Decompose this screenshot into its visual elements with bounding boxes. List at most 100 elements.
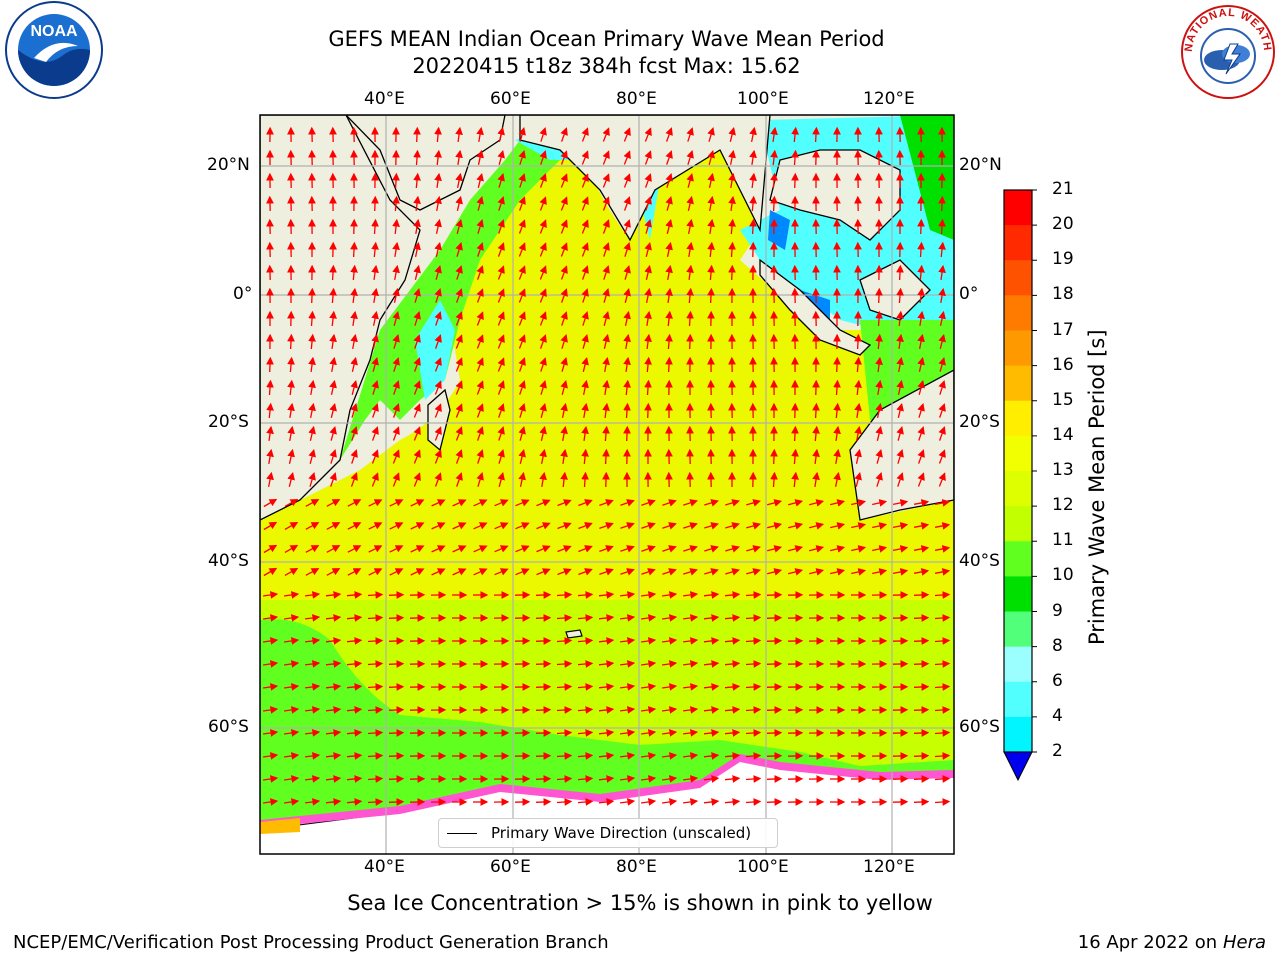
wave-arrow (875, 287, 883, 304)
wave-arrow (686, 127, 694, 142)
wave-arrow (371, 195, 379, 212)
wave-arrow (350, 403, 358, 418)
wave-arrow (875, 310, 883, 327)
wave-arrow (896, 426, 904, 441)
wave-arrow (413, 172, 421, 189)
wave-arrow (518, 265, 526, 280)
wave-arrow (913, 660, 930, 668)
wave-arrow (434, 265, 442, 280)
wave-arrow (581, 334, 589, 349)
wave-arrow (686, 150, 694, 165)
wave-arrow (854, 333, 862, 350)
wave-arrow (476, 172, 484, 188)
wave-arrow (305, 706, 321, 714)
wave-arrow (623, 127, 631, 142)
wave-arrow (683, 752, 699, 760)
wave-arrow (308, 472, 316, 487)
wave-arrow (686, 241, 694, 258)
wave-arrow (707, 149, 715, 165)
wave-arrow (662, 775, 678, 783)
wave-arrow (392, 310, 400, 326)
wave-arrow (287, 471, 295, 487)
wave-arrow (854, 379, 862, 395)
wave-arrow (577, 591, 594, 599)
wave-arrow (683, 499, 698, 507)
wave-arrow (913, 522, 930, 530)
wave-arrow (476, 357, 484, 372)
wave-arrow (913, 591, 930, 599)
wave-arrow (833, 448, 841, 465)
wave-arrow (367, 637, 384, 645)
wave-arrow (724, 591, 741, 599)
wave-arrow (556, 752, 573, 760)
wave-arrow (392, 472, 400, 487)
wave-arrow (434, 241, 442, 257)
wave-arrow (535, 614, 552, 622)
wave-arrow (623, 196, 631, 211)
wave-arrow (872, 545, 888, 553)
wave-arrow (749, 126, 757, 143)
wave-arrow (934, 729, 951, 737)
sea-ice-note: Sea Ice Concentration > 15% is shown in … (347, 891, 933, 915)
wave-arrow (620, 637, 636, 645)
wave-arrow (413, 241, 421, 258)
wave-arrow (724, 706, 741, 714)
wave-arrow (704, 499, 719, 507)
wave-arrow (641, 798, 657, 806)
wave-arrow (686, 218, 694, 235)
wave-arrow (938, 403, 946, 418)
wave-arrow (455, 242, 463, 257)
wave-arrow (581, 356, 589, 372)
wave-arrow (392, 218, 400, 234)
footer-date-text: 16 Apr 2022 on (1077, 932, 1223, 953)
wave-arrow (434, 311, 442, 326)
wave-arrow (602, 402, 610, 418)
wave-arrow (620, 683, 636, 691)
wave-arrow (683, 660, 699, 668)
wave-arrow (577, 706, 594, 714)
wave-arrow (641, 660, 657, 668)
colorbar-segment (1004, 646, 1032, 683)
wave-arrow (434, 126, 442, 143)
wave-arrow (392, 380, 400, 395)
wave-arrow (854, 402, 862, 419)
wave-arrow (368, 545, 383, 553)
wave-arrow (329, 356, 337, 373)
wave-arrow (791, 425, 799, 442)
colorbar-tick-label: 16 (1052, 354, 1074, 375)
wave-arrow (581, 402, 589, 419)
wave-arrow (788, 568, 804, 576)
wave-arrow (536, 568, 551, 576)
wave-arrow (497, 173, 505, 188)
wave-arrow (917, 310, 925, 327)
left-tick-60s: 60°S (208, 717, 249, 737)
wave-arrow (326, 545, 341, 553)
wave-arrow (896, 310, 904, 327)
wave-arrow (560, 127, 568, 142)
wave-arrow (389, 568, 404, 576)
wave-arrow (473, 568, 488, 576)
colorbar-segment (1004, 365, 1032, 402)
wave-arrow (728, 241, 736, 258)
wave-arrow (515, 568, 530, 576)
wave-arrow (305, 499, 320, 507)
wave-arrow (518, 334, 526, 349)
wave-arrow (434, 334, 442, 349)
wave-arrow (662, 729, 678, 737)
wave-arrow (770, 448, 778, 465)
wave-arrow (598, 729, 615, 737)
top-tick-120e: 120°E (863, 89, 915, 109)
wave-arrow (896, 472, 904, 487)
wave-arrow (875, 356, 883, 372)
wave-arrow (367, 798, 384, 806)
wave-arrow (644, 150, 652, 165)
wave-arrow (724, 729, 741, 737)
bottom-tick-80e: 80°E (616, 857, 657, 877)
wave-arrow (476, 149, 484, 165)
colorbar-segment (1004, 190, 1032, 226)
wave-arrow (476, 380, 484, 395)
wave-arrow (515, 499, 530, 507)
wave-arrow (305, 522, 320, 530)
wave-arrow (598, 752, 615, 760)
wave-arrow (578, 499, 593, 507)
